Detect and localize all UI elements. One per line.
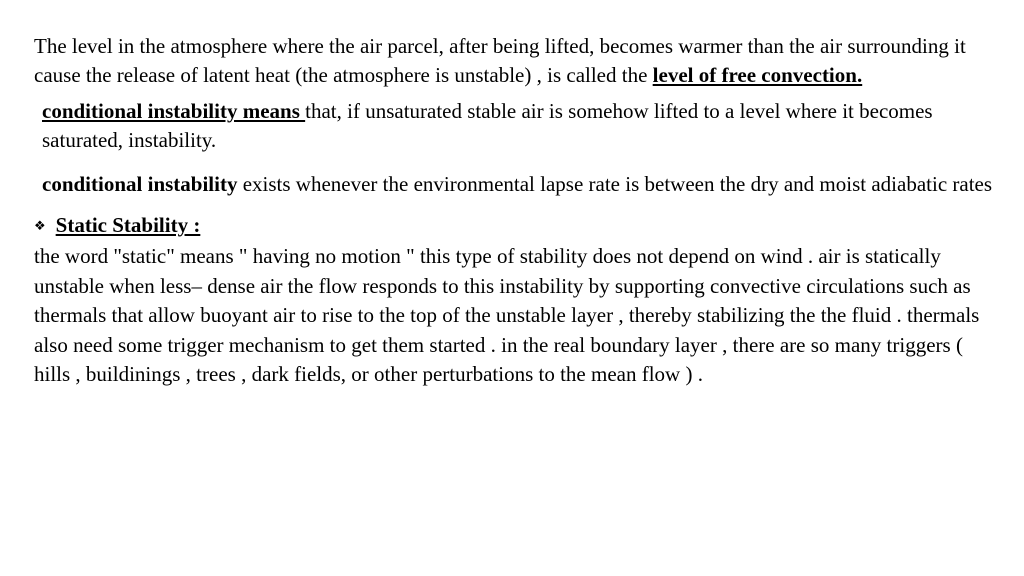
term-level-of-free-convection: level of free convection. [653, 63, 863, 87]
bullet-icon: ❖ [34, 217, 46, 235]
paragraph-free-convection: The level in the atmosphere where the ai… [34, 32, 996, 91]
section-heading-row: ❖ Static Stability : [34, 211, 996, 240]
paragraph-conditional-instability-exists: conditional instability exists whenever … [42, 170, 996, 199]
paragraph-conditional-instability-means: conditional instability means that, if u… [42, 97, 996, 156]
term-conditional-instability: conditional instability [42, 172, 243, 196]
heading-static-stability: Static Stability : [56, 211, 201, 240]
text: exists whenever the environmental lapse … [243, 172, 992, 196]
document-page: The level in the atmosphere where the ai… [0, 0, 1024, 389]
paragraph-static-stability-body: the word "static" means " having no moti… [34, 242, 996, 389]
term-conditional-instability-means: conditional instability means [42, 99, 305, 123]
